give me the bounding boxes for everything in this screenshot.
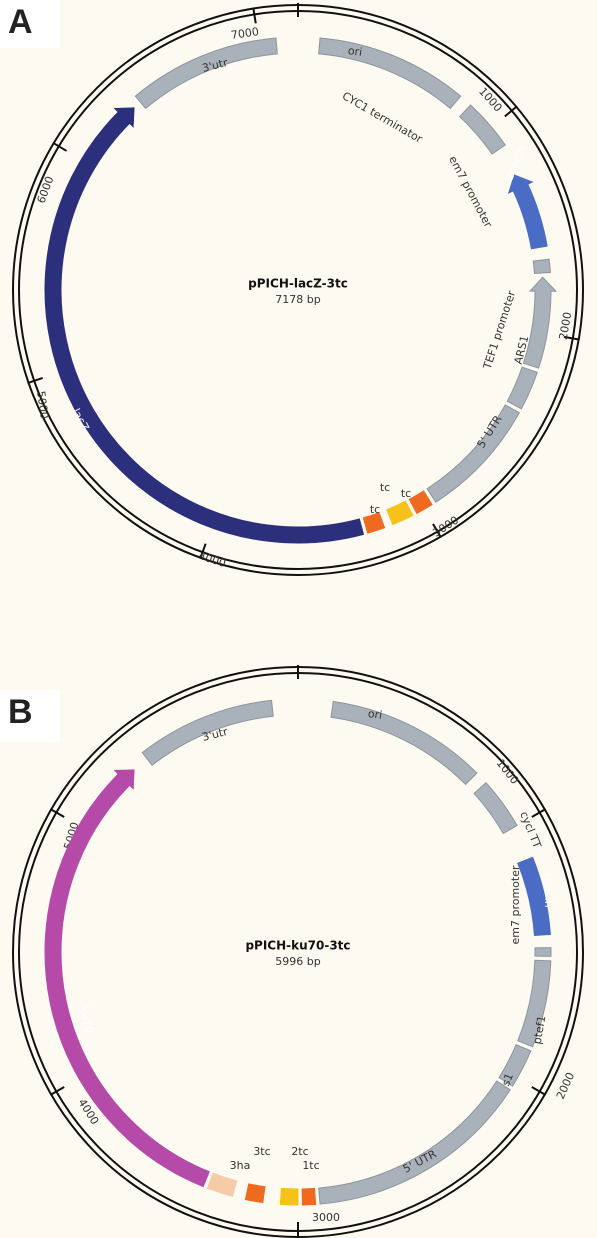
tick-label: 3000 xyxy=(430,514,461,540)
feature xyxy=(141,699,274,766)
plasmid-size: 7178 bp xyxy=(275,293,320,306)
tick-mark xyxy=(27,376,44,385)
letter-box xyxy=(0,690,60,742)
feature-label: ori xyxy=(347,44,363,59)
feature xyxy=(506,366,538,410)
feature xyxy=(330,700,478,786)
feature-label: zeocin xyxy=(503,144,528,182)
tick-mark xyxy=(49,1086,65,1096)
panel-letter: A xyxy=(8,3,33,41)
feature xyxy=(244,1183,266,1204)
tick-label: 5000 xyxy=(34,390,51,420)
tick-mark xyxy=(52,141,68,152)
feature xyxy=(318,1080,511,1205)
feature-label: 2tc xyxy=(291,1145,308,1158)
feature xyxy=(426,404,520,503)
plasmid-size: 5996 bp xyxy=(275,955,320,968)
tick-mark xyxy=(49,808,65,818)
feature xyxy=(517,959,552,1048)
feature-label: tc xyxy=(401,487,411,500)
feature-label: 3'utr xyxy=(201,725,230,744)
tick-mark xyxy=(432,523,442,539)
tick-label: 3000 xyxy=(312,1211,340,1224)
tick-mark xyxy=(531,808,547,818)
feature-label: em7 promoter xyxy=(446,154,495,230)
tick-mark xyxy=(531,1086,547,1096)
feature xyxy=(206,1172,238,1197)
feature-label: 3'utr xyxy=(201,56,230,75)
tick-label: 2000 xyxy=(557,311,575,341)
feature-label: 3tc xyxy=(253,1145,270,1158)
feature xyxy=(522,276,558,369)
feature xyxy=(279,1187,299,1206)
feature-label: tc xyxy=(380,481,390,494)
feature-label: CYC1 terminator xyxy=(340,89,425,146)
feature xyxy=(408,490,433,515)
feature xyxy=(532,258,551,275)
feature xyxy=(534,947,552,957)
feature xyxy=(498,1043,532,1087)
plasmid-name: pPICH-lacZ-3tc xyxy=(248,277,348,291)
tick-label: 2000 xyxy=(554,1070,577,1101)
feature-label: zeocin xyxy=(542,872,555,907)
feature-label: 3ha xyxy=(230,1159,251,1172)
panel-letter: B xyxy=(8,693,33,731)
feature xyxy=(473,782,518,835)
letter-box xyxy=(0,0,60,48)
feature-label: em7 promoter xyxy=(509,865,522,944)
tick-mark xyxy=(504,105,518,118)
feature xyxy=(301,1187,317,1206)
plasmid-map: A10002000300040005000600070003'utroriCYC… xyxy=(8,3,584,576)
feature-label: tc xyxy=(370,503,380,516)
tick-mark xyxy=(252,7,257,24)
feature xyxy=(517,856,551,937)
feature xyxy=(458,104,506,155)
tick-label: 1000 xyxy=(494,757,521,787)
tick-mark xyxy=(563,335,580,341)
feature-label: cycl TT xyxy=(517,810,544,851)
feature-label: 1tc xyxy=(302,1159,319,1172)
tick-label: 7000 xyxy=(230,25,260,42)
feature xyxy=(318,37,462,110)
feature xyxy=(507,174,548,250)
tick-mark xyxy=(199,543,207,560)
feature xyxy=(362,512,386,534)
feature xyxy=(386,500,414,526)
feature xyxy=(44,107,365,544)
tick-label: 6000 xyxy=(35,174,57,205)
feature-label: ku70 xyxy=(78,1005,95,1034)
plasmid-name: pPICH-ku70-3tc xyxy=(245,939,350,953)
feature-label: ori xyxy=(367,707,383,722)
tick-label: 4000 xyxy=(197,549,228,570)
feature xyxy=(44,769,210,1188)
feature xyxy=(134,37,278,110)
feature-label: ptef1 xyxy=(531,1015,549,1046)
